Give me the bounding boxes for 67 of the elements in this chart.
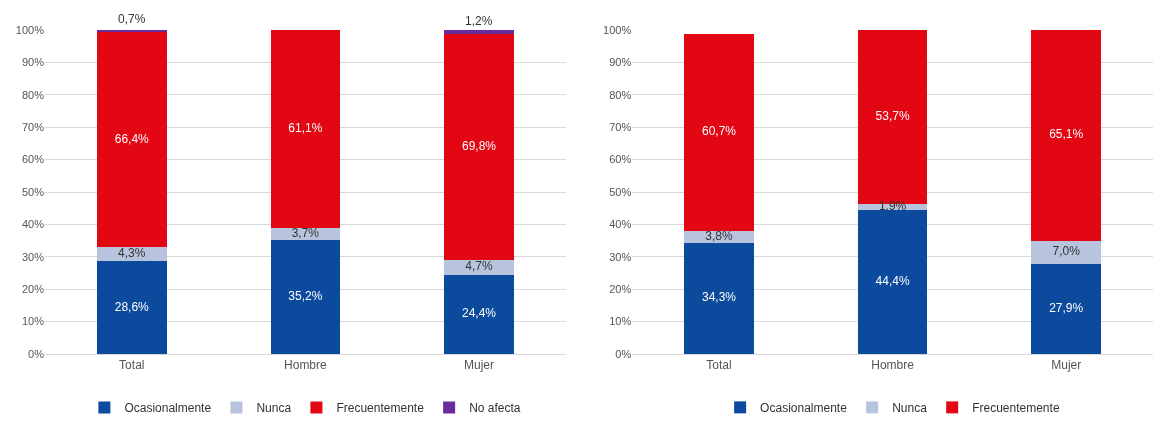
y-tick-label: 0% [28,347,45,360]
y-tick-label: 70% [21,121,45,134]
data-label: 3,7% [291,225,320,240]
y-tick-label: 100% [15,23,45,36]
bar [97,32,167,248]
bar [684,242,754,354]
bar [1031,30,1101,241]
data-label: 44,4% [875,274,910,289]
y-tick-label: 90% [21,56,45,69]
x-tick-label: Mujer [463,358,494,373]
bar [1031,240,1101,264]
x-tick-label: Total [706,358,732,373]
data-label: 66,4% [114,131,150,146]
x-tick-label: Mujer [1051,358,1082,373]
bar [684,33,754,231]
y-tick-label: 20% [609,283,632,296]
bar [444,30,514,34]
y-tick-label: 40% [609,218,632,231]
data-label: 60,7% [702,124,737,139]
y-tick-label: 60% [609,153,632,166]
y-tick-label: 0% [615,347,632,360]
bar [270,239,341,354]
legend-label: Frecuentemente [336,401,425,416]
bar [857,210,928,354]
y-tick-label: 100% [603,23,632,36]
legend-label: Ocasionalmente [124,401,212,416]
data-label: 61,1% [288,120,323,135]
y-tick-label: 10% [21,315,45,328]
bar [97,261,167,354]
y-tick-label: 30% [21,250,45,263]
bar [444,33,514,260]
y-tick-label: 20% [21,283,45,296]
data-label: 27,9% [1049,300,1084,315]
y-tick-label: 70% [609,121,632,134]
legend-label: Ocasionalmente [760,401,848,416]
y-tick-label: 30% [609,250,632,263]
y-tick-label: 80% [609,88,632,101]
x-tick-label: Hombre [871,358,915,373]
data-label: 24,4% [461,306,497,321]
data-label: 28,6% [114,299,150,314]
y-tick-label: 90% [609,56,632,69]
y-tick-label: 60% [21,153,45,166]
data-label: 53,7% [875,108,910,123]
legend-label: Frecuentemente [972,401,1060,416]
legend-label: Nunca [892,401,928,416]
data-label: 7,0% [1052,244,1081,259]
legend-label: Nunca [256,401,292,416]
data-label: 34,3% [702,290,737,305]
y-tick-label: 50% [21,185,45,198]
data-label: 0,7% [118,12,146,26]
data-label: 3,8% [705,228,734,243]
legend-label: No afecta [469,401,521,416]
data-label: 65,1% [1049,127,1084,142]
data-label: 4,7% [465,259,493,274]
y-tick-label: 10% [609,315,632,328]
bar [1031,263,1101,354]
y-tick-label: 80% [21,88,45,101]
data-label: 69,8% [461,138,497,153]
data-label: 4,3% [118,246,146,261]
bar [270,30,341,228]
y-tick-label: 50% [609,185,632,198]
data-label: 1,2% [465,14,493,28]
x-tick-label: Total [119,358,145,373]
x-tick-label: Hombre [284,358,328,373]
data-label: 35,2% [288,288,323,303]
bar [444,274,514,354]
y-tick-label: 40% [21,218,45,231]
